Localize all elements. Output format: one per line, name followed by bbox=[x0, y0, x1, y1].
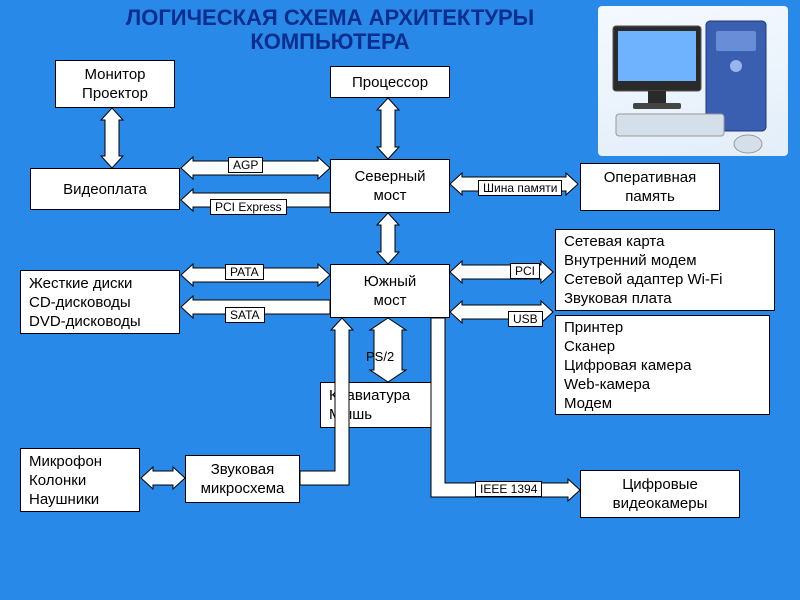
label-ieee1394: IEEE 1394 bbox=[475, 481, 542, 497]
label-usb: USB bbox=[508, 311, 543, 327]
label-agp: AGP bbox=[228, 157, 263, 173]
label-memory-bus: Шина памяти bbox=[478, 180, 562, 196]
label-pci: PCI bbox=[510, 263, 540, 279]
label-ps2: PS/2 bbox=[366, 349, 394, 364]
label-sata: SATA bbox=[225, 307, 265, 323]
label-pata: PATA bbox=[225, 264, 264, 280]
label-pci-express: PCI Express bbox=[210, 199, 287, 215]
arrow-layer bbox=[0, 0, 800, 600]
